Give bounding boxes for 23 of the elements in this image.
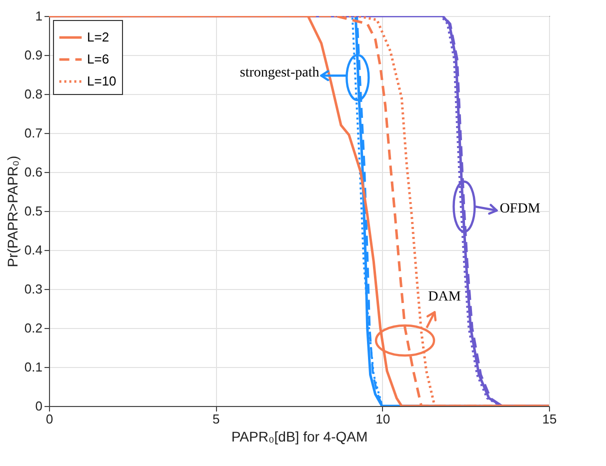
y-tick-label: 0.3 xyxy=(24,282,42,296)
y-axis-title: Pr(PAPR>PAPR₀) xyxy=(4,156,20,268)
x-tick-label: 5 xyxy=(212,412,220,426)
annotation: DAM xyxy=(428,290,462,305)
annotation: OFDM xyxy=(500,202,541,217)
y-tick-label: 0.8 xyxy=(24,86,42,102)
legend-label: L=10 xyxy=(87,74,116,88)
y-tick-label: 0.5 xyxy=(24,204,42,218)
y-tick-label: 0.4 xyxy=(24,242,42,258)
y-tick-label: 0.9 xyxy=(24,48,42,62)
x-axis-title: PAPR₀[dB] for 4-QAM xyxy=(231,428,368,444)
x-tick-label: 10 xyxy=(376,412,390,426)
legend-label: L=2 xyxy=(87,30,110,44)
y-tick-label: 0.1 xyxy=(24,360,42,374)
annotation: strongest-path xyxy=(240,66,320,81)
x-tick-label: 15 xyxy=(542,412,557,426)
y-tick-label: 0 xyxy=(35,398,42,414)
x-tick-label: 0 xyxy=(46,412,54,426)
y-tick-label: 1 xyxy=(35,8,42,24)
legend-label: L=6 xyxy=(87,52,110,66)
y-tick-label: 0.6 xyxy=(24,164,42,180)
y-tick-label: 0.7 xyxy=(24,126,42,140)
y-tick-label: 0.2 xyxy=(24,320,42,336)
